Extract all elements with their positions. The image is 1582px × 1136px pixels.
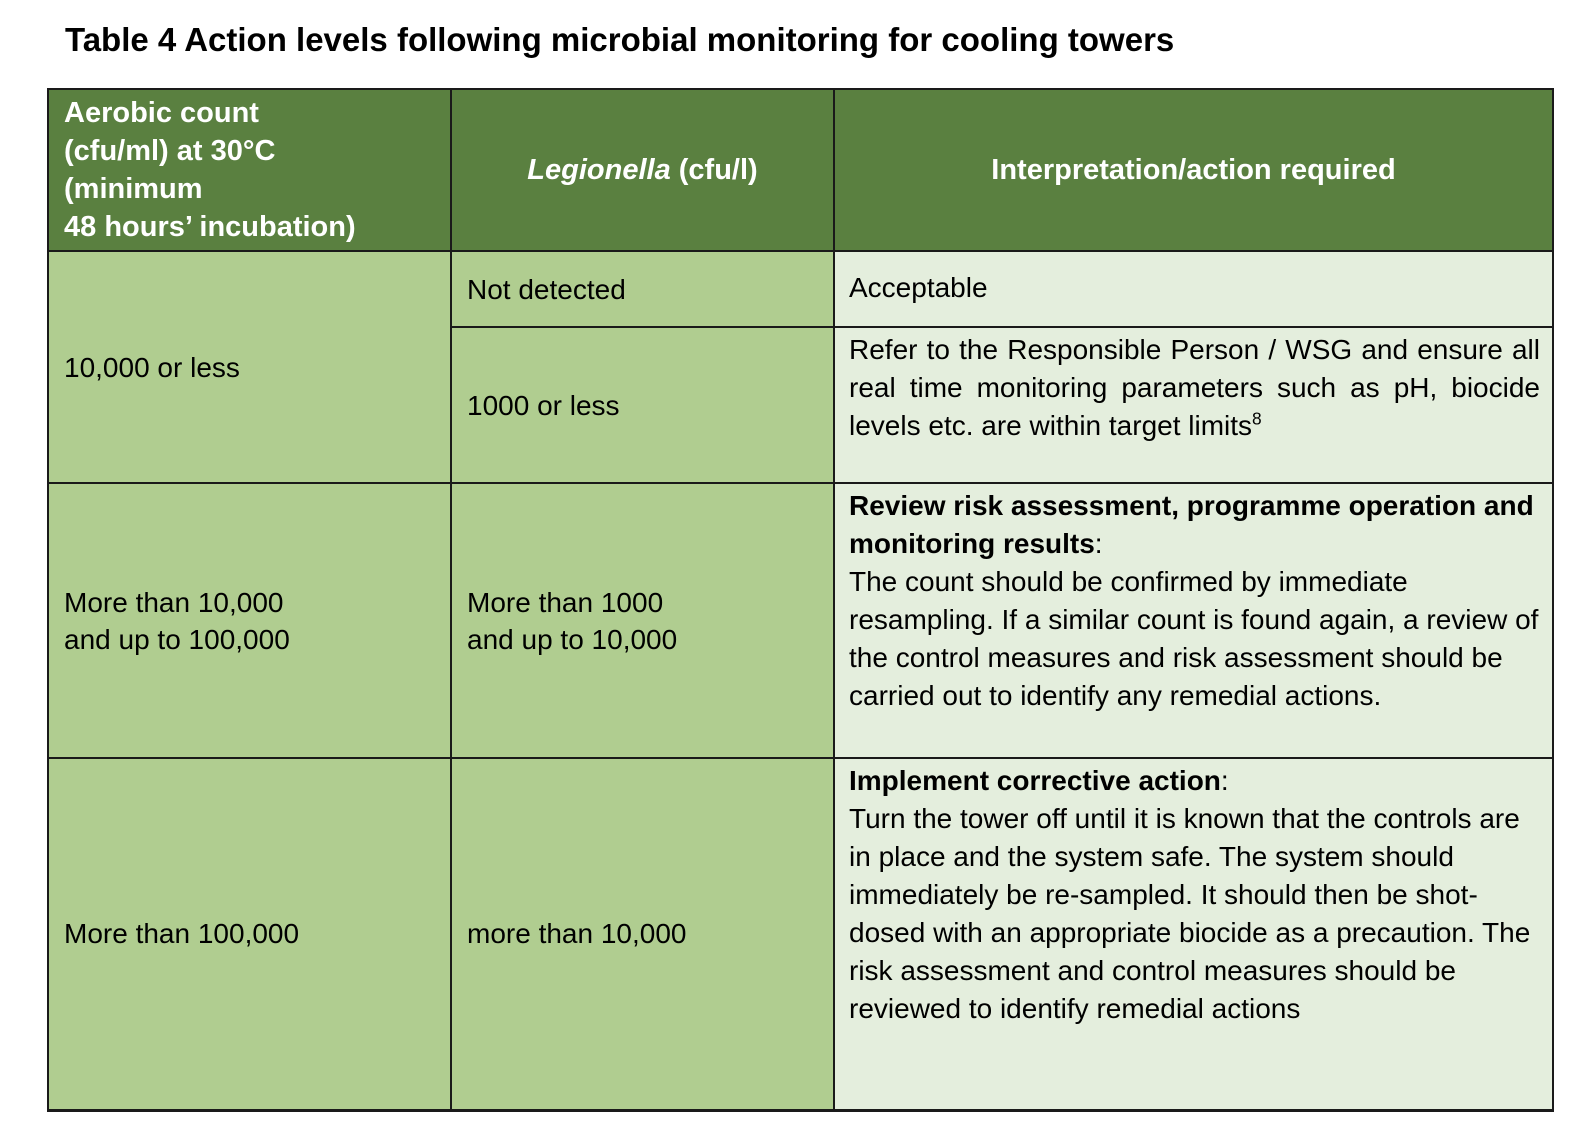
cell-interpretation-corrective: Implement corrective action: Turn the to…	[833, 757, 1554, 1111]
cell-aerobic-more-than-100000: More than 100,000	[47, 757, 452, 1111]
corrective-action-body: Turn the tower off until it is known tha…	[849, 803, 1531, 1024]
row-acceptable: 10,000 or less Not detected Acceptable	[47, 250, 1554, 484]
row-refer-wsg: 1000 or less Refer to the Responsible Pe…	[48, 326, 1554, 484]
review-action-lead: Review risk assessment, programme operat…	[849, 490, 1534, 559]
cell-interpretation-acceptable: Acceptable	[833, 250, 1554, 328]
footnote-ref-8: 8	[1252, 408, 1262, 429]
header-row: Aerobic count (cfu/ml) at 30°C (minimum …	[47, 88, 1554, 252]
row-implement-corrective-action: More than 100,000 more than 10,000 Imple…	[47, 757, 1554, 1111]
cell-legionella-1000-or-less: 1000 or less	[450, 326, 835, 484]
corrective-action-colon: :	[1220, 765, 1229, 796]
header-legionella: Legionella (cfu/l)	[450, 88, 835, 252]
cell-legionella-more-than-10000: more than 10,000	[450, 757, 835, 1111]
header-aerobic-count: Aerobic count (cfu/ml) at 30°C (minimum …	[47, 88, 452, 252]
header-interpretation: Interpretation/action required	[833, 88, 1554, 252]
legionella-unit-label: (cfu/l)	[670, 154, 758, 186]
cell-legionella-more-than-1000: More than 1000 and up to 10,000	[450, 482, 835, 759]
table-caption: Table 4 Action levels following microbia…	[65, 21, 1175, 58]
cell-interpretation-refer: Refer to the Responsible Person / WSG an…	[833, 326, 1554, 484]
cell-interpretation-review: Review risk assessment, programme operat…	[833, 482, 1554, 759]
action-levels-table: Aerobic count (cfu/ml) at 30°C (minimum …	[47, 88, 1554, 1112]
review-action-colon: :	[1094, 528, 1103, 559]
review-action-body: The count should be confirmed by immedia…	[849, 566, 1539, 711]
refer-wsg-text: Refer to the Responsible Person / WSG an…	[849, 334, 1540, 441]
cell-aerobic-10000-or-less: 10,000 or less	[47, 250, 452, 484]
cell-legionella-not-detected: Not detected	[450, 250, 835, 328]
cell-aerobic-more-than-10000: More than 10,000 and up to 100,000	[47, 482, 452, 759]
legionella-genus-name: Legionella	[527, 154, 671, 186]
row-review-risk-assessment: More than 10,000 and up to 100,000 More …	[47, 482, 1554, 759]
corrective-action-lead: Implement corrective action	[849, 765, 1221, 796]
header-aerobic-count-label: Aerobic count (cfu/ml) at 30°C (minimum …	[64, 97, 356, 243]
